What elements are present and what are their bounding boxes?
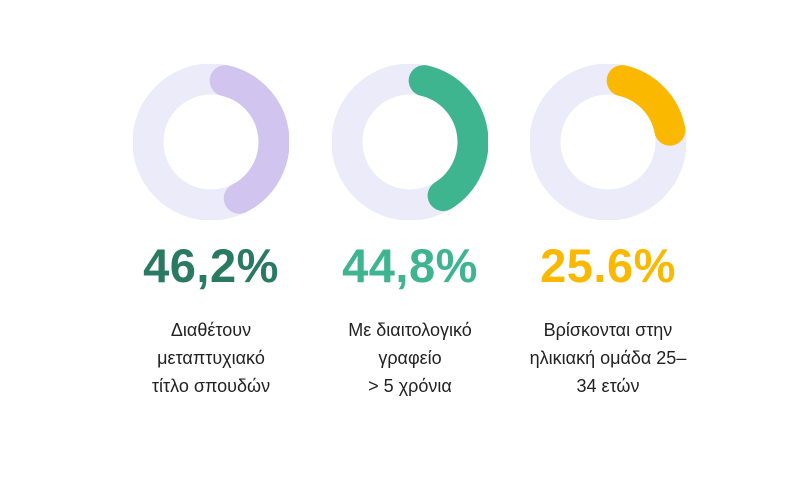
description-line: 34 ετών — [576, 376, 640, 396]
description-line: > 5 χρόνια — [368, 376, 452, 396]
donut-arc — [209, 65, 289, 214]
donut-arc — [606, 65, 686, 146]
description-line: τίτλο σπουδών — [151, 376, 271, 396]
value-label: 44,8% — [342, 239, 478, 292]
stat-description: Διαθέτουν μεταπτυχιακό τίτλο σπουδών — [111, 316, 311, 400]
value-label: 25.6% — [540, 239, 676, 292]
description-line: Με διαιτολογικό — [348, 320, 472, 340]
description-line: μεταπτυχιακό — [157, 348, 265, 368]
donut-chart — [133, 64, 289, 220]
description-line: Διαθέτουν — [170, 320, 252, 340]
donut-chart — [332, 64, 488, 220]
description-line: γραφείο — [378, 348, 442, 368]
stat-description: Βρίσκονται στην ηλικιακή ομάδα 25– 34 ετών — [508, 316, 708, 400]
stat-description: Με διαιτολογικό γραφείο > 5 χρόνια — [310, 316, 510, 400]
donut-chart — [530, 64, 686, 220]
description-line: ηλικιακή ομάδα 25– — [529, 348, 687, 368]
donut-arc — [408, 65, 488, 212]
description-line: Βρίσκονται στην — [543, 320, 673, 340]
value-label: 46,2% — [143, 239, 279, 292]
